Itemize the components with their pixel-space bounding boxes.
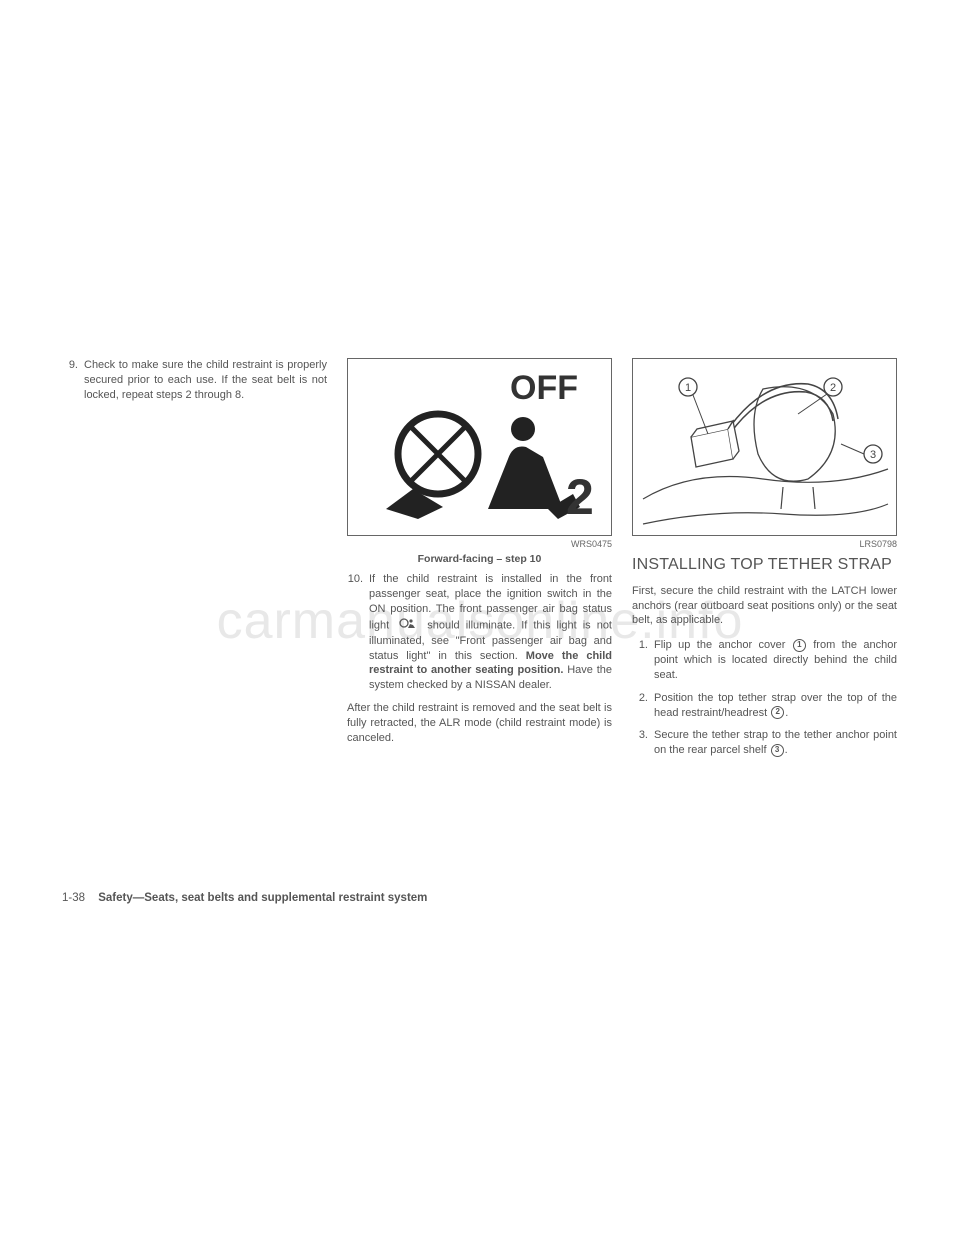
svg-text:1: 1 xyxy=(685,382,691,394)
figure-1-code: WRS0475 xyxy=(347,538,612,550)
tether-svg: 1 2 3 xyxy=(633,359,897,536)
figure-1-caption: Forward-facing – step 10 xyxy=(347,552,612,566)
circle-2-icon: 2 xyxy=(771,706,784,719)
figure-airbag-off: OFF 2 xyxy=(347,358,612,536)
svg-text:2: 2 xyxy=(566,469,594,525)
tether-step-2: 2. Position the top tether strap over th… xyxy=(632,691,897,721)
tether-step-2-num: 2. xyxy=(632,691,654,721)
step-9: 9. Check to make sure the child restrain… xyxy=(62,358,327,403)
s3-b: . xyxy=(785,744,788,756)
airbag-off-svg: OFF 2 xyxy=(348,359,612,536)
step-10-number: 10. xyxy=(347,572,369,693)
tether-heading: INSTALLING TOP TETHER STRAP xyxy=(632,554,897,576)
tether-intro: First, secure the child restraint with t… xyxy=(632,584,897,629)
tether-step-3-num: 3. xyxy=(632,728,654,758)
page-number: 1-38 xyxy=(62,892,85,904)
circle-1-icon: 1 xyxy=(793,639,806,652)
tether-step-3-text: Secure the tether strap to the tether an… xyxy=(654,728,897,758)
step-10: 10. If the child restraint is installed … xyxy=(347,572,612,693)
tether-step-2-text: Position the top tether strap over the t… xyxy=(654,691,897,721)
step-9-number: 9. xyxy=(62,358,84,403)
circle-3-icon: 3 xyxy=(771,744,784,757)
svg-text:3: 3 xyxy=(870,449,876,461)
svg-text:OFF: OFF xyxy=(510,369,578,407)
svg-text:2: 2 xyxy=(830,382,836,394)
tether-step-3: 3. Secure the tether strap to the tether… xyxy=(632,728,897,758)
tether-step-1-text: Flip up the anchor cover 1 from the anch… xyxy=(654,638,897,683)
tether-step-1: 1. Flip up the anchor cover 1 from the a… xyxy=(632,638,897,683)
page-content: 9. Check to make sure the child restrain… xyxy=(62,358,898,766)
figure-tether-strap: 1 2 3 xyxy=(632,358,897,536)
page-footer: 1-38 Safety—Seats, seat belts and supple… xyxy=(62,892,427,904)
s2-b: . xyxy=(785,707,788,719)
step-9-text: Check to make sure the child restraint i… xyxy=(84,358,327,403)
airbag-status-icon xyxy=(399,617,417,634)
column-3: 1 2 3 LRS0798 INSTALLING TOP TETHER STRA… xyxy=(632,358,897,766)
s1-a: Flip up the anchor cover xyxy=(654,639,792,651)
section-title: Safety—Seats, seat belts and supplementa… xyxy=(98,892,427,904)
step-10-text: If the child restraint is installed in t… xyxy=(369,572,612,693)
after-paragraph: After the child restraint is removed and… xyxy=(347,701,612,746)
tether-step-1-num: 1. xyxy=(632,638,654,683)
column-1: 9. Check to make sure the child restrain… xyxy=(62,358,327,766)
column-2: OFF 2 WRS0475 Forward-facing – step 10 1… xyxy=(347,358,612,766)
figure-2-code: LRS0798 xyxy=(632,538,897,550)
